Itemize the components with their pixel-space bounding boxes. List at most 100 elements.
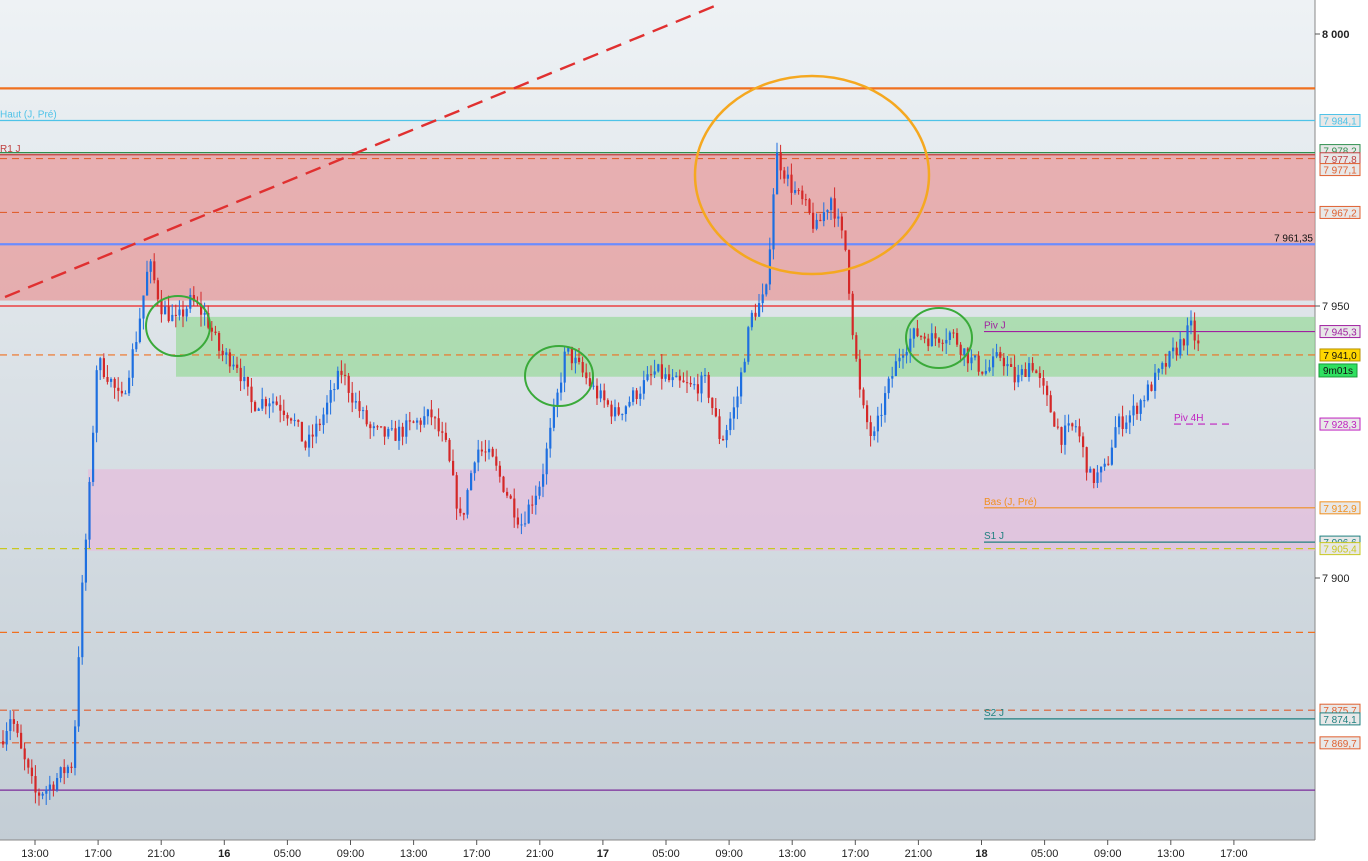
candle xyxy=(1197,334,1200,352)
candle xyxy=(383,426,386,445)
candle xyxy=(898,348,901,368)
orange-circle[interactable] xyxy=(693,74,931,276)
candle xyxy=(210,321,213,341)
candle xyxy=(236,356,239,374)
trendline[interactable] xyxy=(4,1,723,299)
candle xyxy=(545,442,548,485)
candle xyxy=(959,342,962,363)
candle xyxy=(1136,402,1139,420)
candle xyxy=(815,213,818,231)
candle xyxy=(509,494,512,500)
candle xyxy=(1064,414,1067,455)
candle xyxy=(786,166,789,187)
candle xyxy=(88,477,91,549)
candle xyxy=(650,365,653,386)
candle xyxy=(988,359,991,373)
candle xyxy=(243,366,246,390)
candle xyxy=(272,393,275,413)
candle xyxy=(693,377,696,390)
candle xyxy=(1006,355,1009,376)
y-tick-label-7900: 7 900 xyxy=(1322,573,1350,585)
candle xyxy=(1103,458,1106,471)
candle xyxy=(1067,414,1070,433)
candle xyxy=(124,390,127,395)
candle xyxy=(916,319,919,338)
level-label-r1-j: R1 J xyxy=(0,144,21,155)
candle xyxy=(934,326,937,347)
candle xyxy=(156,277,159,306)
candle xyxy=(480,441,483,457)
candle xyxy=(63,759,66,785)
candle xyxy=(441,421,444,442)
candle xyxy=(660,354,663,390)
candle xyxy=(984,359,987,376)
candle xyxy=(1193,312,1196,350)
green-circle-2[interactable] xyxy=(524,345,594,407)
candle xyxy=(16,721,19,738)
candle xyxy=(941,339,944,352)
candle xyxy=(228,348,231,373)
svg-text:7 905,4: 7 905,4 xyxy=(1323,545,1357,556)
candle xyxy=(254,400,257,412)
candle xyxy=(120,381,123,397)
candle xyxy=(218,330,221,359)
candle xyxy=(358,390,361,418)
countdown-badge: 9m01s xyxy=(1318,363,1358,378)
candle xyxy=(311,424,314,449)
candle xyxy=(405,413,408,444)
candle xyxy=(776,142,779,195)
x-tick-label-15: 18 xyxy=(975,848,987,860)
candle xyxy=(1118,413,1121,435)
x-tick-label-16: 05:00 xyxy=(1031,848,1059,860)
svg-text:7 967,2: 7 967,2 xyxy=(1323,208,1357,219)
candle xyxy=(549,418,552,458)
price-tag-7-869-7: 7 869,7 xyxy=(1319,736,1361,750)
candle xyxy=(380,426,383,429)
candle xyxy=(581,356,584,378)
candle xyxy=(174,304,177,328)
candle xyxy=(977,351,980,376)
level-label-s1-j: S1 J xyxy=(984,531,1004,542)
candle xyxy=(1013,355,1016,391)
candle xyxy=(632,387,635,406)
candle xyxy=(869,415,872,447)
candle xyxy=(351,381,354,413)
candle xyxy=(848,249,851,300)
svg-text:7 978,2: 7 978,2 xyxy=(1323,147,1357,158)
candle xyxy=(412,420,415,424)
candle xyxy=(398,419,401,450)
candle xyxy=(1031,357,1034,373)
candle xyxy=(1028,357,1031,382)
candle xyxy=(401,422,404,446)
price-tag-7-977-1: 7 977,1 xyxy=(1319,163,1361,177)
candle xyxy=(347,372,350,403)
candle xyxy=(956,328,959,348)
candle xyxy=(322,407,325,434)
svg-text:7 977,1: 7 977,1 xyxy=(1323,166,1357,177)
x-tick-label-1: 17:00 xyxy=(84,848,112,860)
candle xyxy=(336,366,339,390)
level-label-s2-j: S2 J xyxy=(984,708,1004,719)
candle xyxy=(754,303,757,321)
price-tag-7-984-1: 7 984,1 xyxy=(1319,113,1361,127)
candle xyxy=(516,508,519,529)
candle xyxy=(1078,418,1081,443)
candle xyxy=(491,446,494,458)
candle xyxy=(203,302,206,326)
price-tag-7-945-3: 7 945,3 xyxy=(1319,325,1361,339)
candle xyxy=(128,370,131,397)
green-circle-1[interactable] xyxy=(145,295,211,357)
candle xyxy=(1107,456,1110,466)
candle xyxy=(506,487,509,499)
candle xyxy=(297,419,300,427)
svg-text:7 941,0: 7 941,0 xyxy=(1323,351,1357,362)
candle xyxy=(696,373,699,402)
green-circle-3[interactable] xyxy=(905,307,973,369)
candle xyxy=(1038,366,1041,388)
candle xyxy=(146,260,149,296)
x-tick-label-19: 17:00 xyxy=(1220,848,1248,860)
candle xyxy=(707,371,710,404)
candle xyxy=(1074,419,1077,433)
